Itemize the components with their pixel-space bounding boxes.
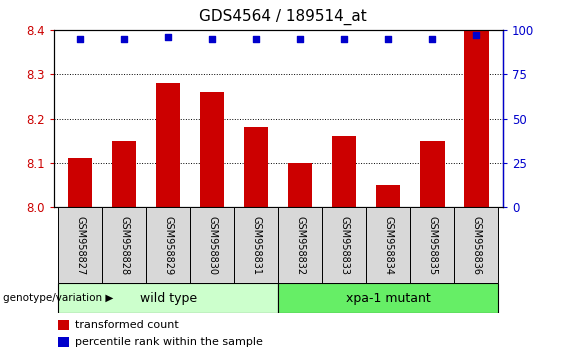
Text: GSM958828: GSM958828 xyxy=(119,216,129,275)
Text: GDS4564 / 189514_at: GDS4564 / 189514_at xyxy=(199,9,366,25)
Bar xyxy=(102,207,146,283)
Bar xyxy=(376,185,401,207)
Bar xyxy=(112,141,136,207)
Bar xyxy=(454,207,498,283)
Bar xyxy=(288,163,312,207)
Bar xyxy=(146,207,190,283)
Bar xyxy=(156,83,180,207)
Bar xyxy=(68,159,92,207)
Point xyxy=(164,34,173,40)
Bar xyxy=(322,207,366,283)
Text: GSM958829: GSM958829 xyxy=(163,216,173,275)
Bar xyxy=(410,207,454,283)
Bar xyxy=(58,283,279,313)
Text: wild type: wild type xyxy=(140,292,197,305)
Text: GSM958831: GSM958831 xyxy=(251,216,261,275)
Bar xyxy=(58,337,69,347)
Point xyxy=(295,36,305,42)
Bar xyxy=(279,283,498,313)
Text: GSM958827: GSM958827 xyxy=(75,216,85,275)
Bar xyxy=(58,320,69,330)
Point xyxy=(340,36,349,42)
Bar xyxy=(464,30,489,207)
Text: GSM958832: GSM958832 xyxy=(295,216,305,275)
Bar xyxy=(190,207,234,283)
Point xyxy=(384,36,393,42)
Text: GSM958834: GSM958834 xyxy=(384,216,393,275)
Text: genotype/variation ▶: genotype/variation ▶ xyxy=(3,293,113,303)
Text: GSM958830: GSM958830 xyxy=(207,216,217,275)
Bar xyxy=(420,141,445,207)
Point xyxy=(472,33,481,38)
Bar xyxy=(332,136,357,207)
Text: GSM958835: GSM958835 xyxy=(427,216,437,275)
Text: GSM958833: GSM958833 xyxy=(340,216,349,275)
Text: xpa-1 mutant: xpa-1 mutant xyxy=(346,292,431,305)
Point xyxy=(252,36,261,42)
Text: transformed count: transformed count xyxy=(75,320,179,330)
Text: percentile rank within the sample: percentile rank within the sample xyxy=(75,337,263,347)
Bar xyxy=(279,207,322,283)
Bar xyxy=(200,92,224,207)
Bar xyxy=(244,127,268,207)
Point xyxy=(120,36,129,42)
Point xyxy=(76,36,85,42)
Point xyxy=(208,36,217,42)
Point xyxy=(428,36,437,42)
Bar xyxy=(234,207,279,283)
Bar xyxy=(58,207,102,283)
Text: GSM958836: GSM958836 xyxy=(471,216,481,275)
Bar xyxy=(366,207,410,283)
